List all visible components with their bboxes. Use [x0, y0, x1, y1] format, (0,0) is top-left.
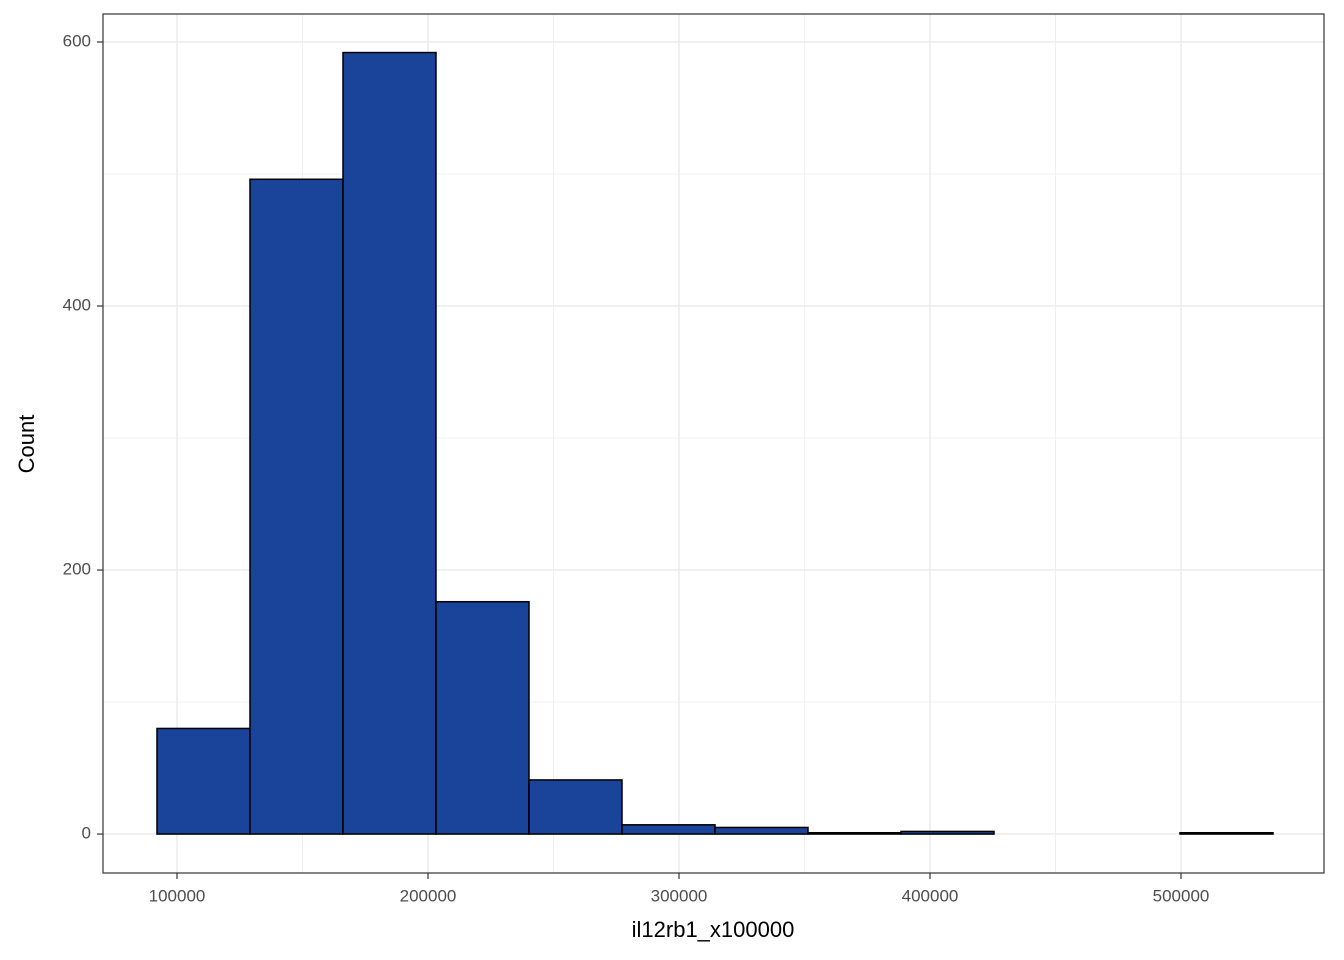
x-tick-label: 200000	[400, 886, 457, 905]
x-tick-label: 400000	[902, 886, 959, 905]
x-tick-label: 300000	[651, 886, 708, 905]
bar	[342, 51, 437, 835]
y-tick-label: 400	[63, 295, 91, 314]
bar	[900, 830, 995, 835]
bar	[249, 178, 344, 835]
y-axis-label: Count	[14, 415, 39, 474]
y-tick-label: 600	[63, 31, 91, 50]
bar	[528, 779, 623, 835]
bar	[435, 600, 530, 835]
bar	[714, 826, 809, 835]
bar	[156, 727, 251, 835]
bar	[807, 831, 902, 835]
panel-border	[102, 13, 1325, 874]
bar	[621, 824, 716, 835]
x-axis-label: il12rb1_x100000	[632, 917, 795, 942]
bar	[1179, 831, 1274, 835]
x-tick-label: 100000	[149, 886, 206, 905]
y-tick-label: 200	[63, 560, 91, 579]
x-tick-label: 500000	[1153, 886, 1210, 905]
y-tick-label: 0	[82, 824, 91, 843]
